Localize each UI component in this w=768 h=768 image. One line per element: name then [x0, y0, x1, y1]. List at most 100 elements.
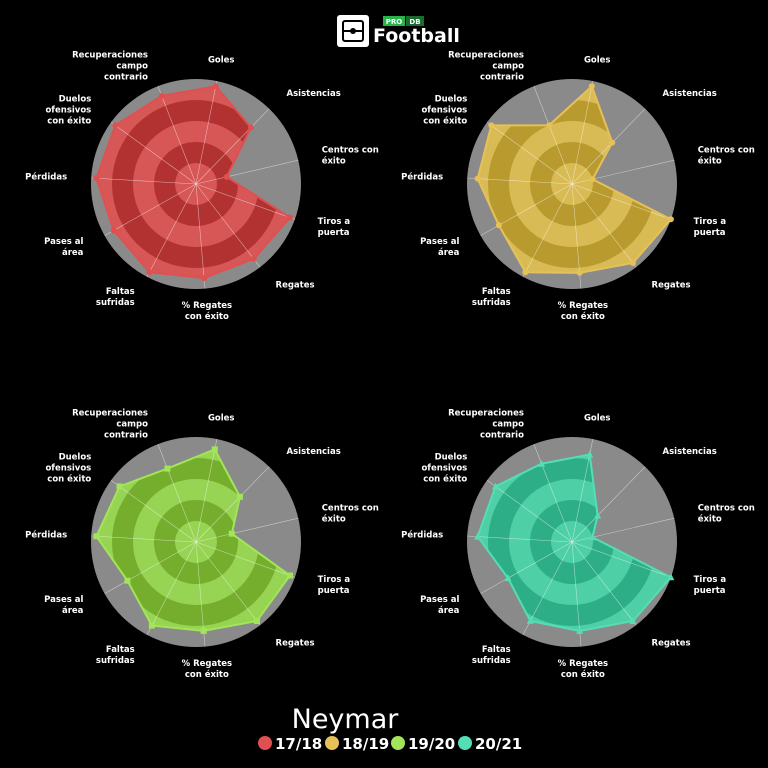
- radar-spoke: [195, 81, 218, 185]
- axis-label: Regates: [652, 639, 691, 649]
- axis-label: Asistencias: [663, 89, 717, 99]
- radar-spoke: [157, 86, 197, 185]
- radar-spoke: [195, 183, 206, 289]
- radar-spoke: [195, 183, 261, 268]
- radar-point: [576, 269, 583, 276]
- radar-spoke: [91, 535, 197, 543]
- axis-label: Centros con éxito: [322, 504, 379, 525]
- radar-point: [522, 269, 529, 276]
- radar-spoke: [486, 480, 573, 543]
- legend-marker: [325, 736, 339, 750]
- axis-label: Pases al área: [420, 595, 459, 616]
- radar-point: [629, 616, 637, 624]
- axis-label: Faltas sufridas: [96, 645, 135, 666]
- legend-marker: [258, 736, 272, 750]
- radar-spoke: [195, 466, 270, 543]
- radar-point: [667, 216, 674, 223]
- radar-point: [148, 622, 155, 629]
- axis-label: Faltas sufridas: [472, 287, 511, 308]
- radar-outline: [476, 453, 673, 632]
- field-icon-dot: [350, 28, 356, 34]
- axis-label: Duelos ofensivos con éxito: [421, 452, 467, 484]
- radar-spoke: [571, 81, 594, 185]
- axis-label: Pérdidas: [401, 530, 443, 541]
- radar-spoke: [104, 541, 197, 594]
- radar-point: [146, 269, 153, 276]
- radar-point: [667, 573, 675, 581]
- radar-spoke: [571, 108, 646, 185]
- axis-label: Duelos ofensivos con éxito: [45, 94, 91, 126]
- logo-name: Football: [373, 25, 460, 47]
- radar-spoke: [195, 108, 270, 185]
- radar-spoke: [146, 183, 197, 278]
- radar-spoke: [571, 541, 637, 626]
- profootball-logo: PRO DB Football: [337, 15, 460, 47]
- radar-point: [474, 532, 482, 540]
- radar-point: [116, 483, 123, 490]
- axis-label: Duelos ofensivos con éxito: [421, 94, 467, 126]
- radar-spoke: [195, 439, 218, 543]
- axis-label: Asistencias: [287, 447, 341, 457]
- radar-point: [286, 214, 293, 221]
- radar-spoke: [195, 541, 261, 626]
- radar-spoke: [571, 517, 675, 543]
- radar-point: [488, 122, 495, 129]
- axis-label: Centros con éxito: [698, 504, 755, 525]
- radar-point: [164, 465, 171, 472]
- radar-point: [526, 616, 534, 624]
- radar-point: [158, 92, 165, 99]
- radar-point: [110, 227, 117, 234]
- radar-point: [588, 533, 596, 541]
- radar-spoke: [571, 183, 671, 220]
- radar-spoke: [195, 183, 295, 220]
- legend-label: 19/20: [408, 735, 455, 753]
- radar-point: [504, 574, 512, 582]
- axis-label: Pérdidas: [25, 172, 67, 183]
- axis-label: Tiros a puerta: [318, 575, 351, 596]
- radar-spoke: [110, 122, 197, 185]
- player-name: Neymar: [292, 704, 400, 735]
- axis-label: Goles: [208, 56, 235, 66]
- radar-point: [586, 450, 594, 458]
- legend-marker: [458, 736, 472, 750]
- radar-point: [589, 176, 596, 183]
- axis-label: Pases al área: [44, 237, 83, 258]
- axis-label: Regates: [276, 639, 315, 649]
- logo-pro-badge: [383, 16, 405, 26]
- axis-label: Asistencias: [287, 89, 341, 99]
- radar-outline: [95, 85, 292, 280]
- radar-point: [629, 259, 636, 266]
- radar-point: [538, 459, 546, 467]
- radar-spoke: [533, 444, 573, 543]
- axis-label: Regates: [276, 281, 315, 291]
- radar-spoke: [146, 541, 197, 636]
- axis-label: % Regates con éxito: [558, 301, 609, 322]
- radar-point: [253, 617, 260, 624]
- logo-pro: PRO: [386, 18, 403, 26]
- radar-point: [492, 482, 500, 490]
- axis-label: % Regates con éxito: [182, 301, 233, 322]
- legend-label: 20/21: [475, 735, 522, 753]
- legend: 17/18 18/19 19/20 20/21: [258, 735, 522, 753]
- radar-spoke: [195, 517, 299, 543]
- radar-spoke: [571, 183, 637, 268]
- legend-label: 17/18: [275, 735, 322, 753]
- logo-db: DB: [409, 18, 420, 26]
- radar-point: [546, 122, 553, 129]
- radar-point: [495, 222, 502, 229]
- radar-point: [286, 572, 293, 579]
- radar-spoke: [104, 183, 197, 236]
- radar-point: [124, 577, 131, 584]
- radar-spoke: [467, 177, 573, 185]
- axis-label: Recuperaciones campo contrario: [72, 409, 148, 441]
- axis-label: Goles: [208, 414, 235, 424]
- axis-label: Pérdidas: [401, 172, 443, 183]
- radar-spoke: [571, 159, 675, 185]
- radar-point: [200, 627, 207, 634]
- radar-point: [609, 139, 616, 146]
- axis-label: Centros con éxito: [322, 146, 379, 167]
